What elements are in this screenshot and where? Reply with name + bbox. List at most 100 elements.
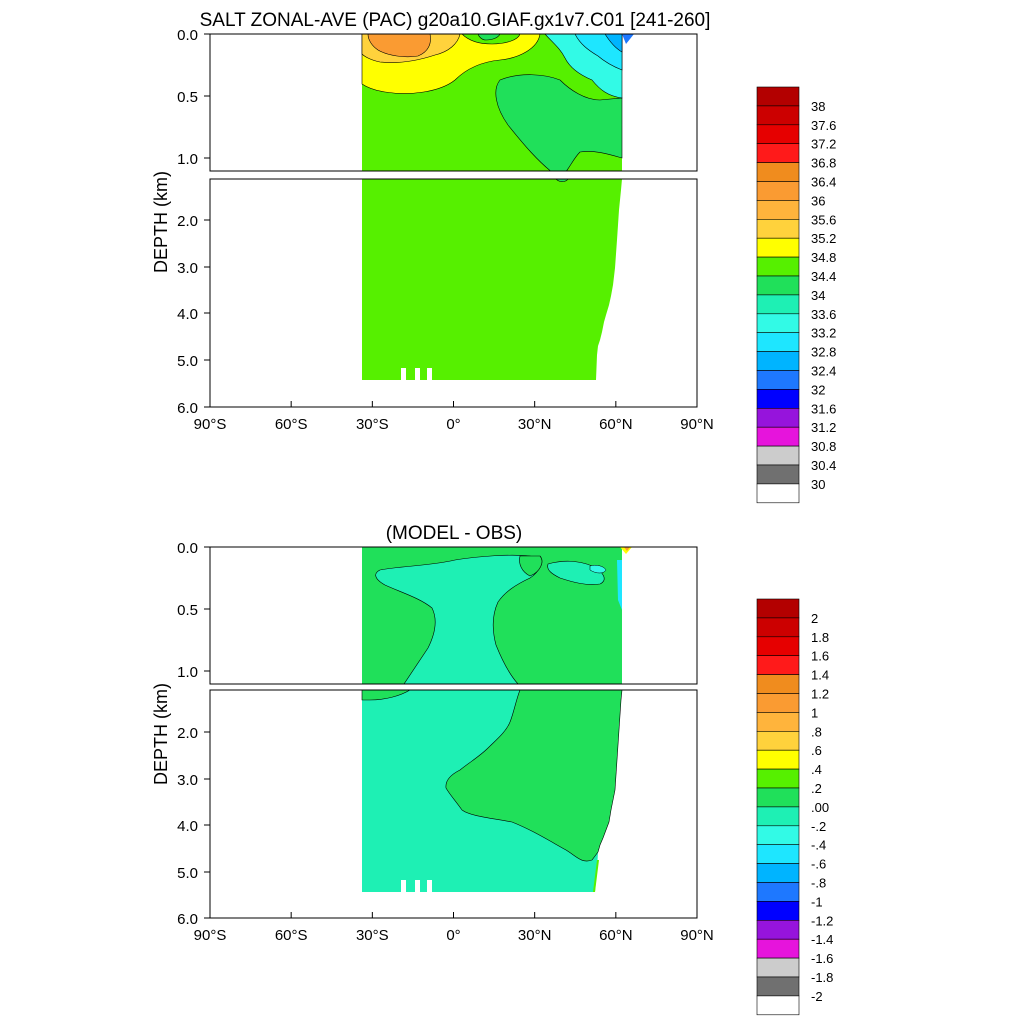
x-tick-label: 30°S (356, 927, 389, 944)
y-axis-upper: 0.0 0.5 1.0 (177, 540, 210, 681)
upper-panel-field (361, 34, 634, 171)
colorbar-swatch (756, 426, 800, 447)
colorbar-label: 2 (811, 611, 818, 626)
field-dark-green-body (445, 690, 623, 862)
upper-panel-frame (209, 546, 698, 685)
field-yellow-speck (620, 547, 632, 554)
y-tick-label: 1.0 (177, 664, 198, 681)
salinity-chart: SALT ZONAL-AVE (PAC) g20a10.GIAF.gx1v7.C… (151, 10, 836, 504)
colorbar-swatch (756, 389, 800, 409)
colorbar-swatch (756, 219, 800, 239)
x-tick-label: 30°N (518, 927, 552, 944)
colorbar-label: 35.2 (811, 231, 836, 246)
colorbar-label: 32 (811, 382, 825, 397)
colorbar-label: -1.4 (811, 932, 833, 947)
x-tick-label: 90°S (194, 416, 227, 433)
colorbar-label: 1 (811, 705, 818, 720)
colorbar-label: -2 (811, 989, 823, 1004)
colorbar-swatch (756, 787, 800, 808)
colorbar-swatch (756, 901, 800, 921)
colorbar-swatch (756, 407, 800, 428)
colorbar-swatch (756, 181, 800, 201)
x-tick-label: 0° (446, 927, 460, 944)
colorbar-label: 37.6 (811, 118, 836, 133)
colorbar-swatch (756, 919, 800, 940)
x-tick-label: 90°N (680, 927, 714, 944)
field-sky-edge (617, 560, 622, 610)
colorbar-label: 1.2 (811, 687, 829, 702)
field-blue-spot (622, 34, 634, 44)
colorbar-label: 1.6 (811, 649, 829, 664)
x-tick-label: 90°S (194, 927, 227, 944)
field-aqua (375, 554, 540, 684)
field-light-cyan (574, 34, 623, 71)
colorbar-swatch (756, 636, 800, 656)
colorbar-label: 31.2 (811, 420, 836, 435)
y-tick-label: 5.0 (177, 353, 198, 370)
x-tick-label: 30°N (518, 416, 552, 433)
colorbar-label: 34.4 (811, 269, 836, 284)
colorbar-label: -.4 (811, 838, 826, 853)
salinity-colorbar: 38 37.6 37.2 36.8 36.4 36 35.6 35.2 34.8 34.4 34 33… (756, 86, 836, 504)
colorbar-label: 34.8 (811, 250, 836, 265)
lower-panel-field (362, 179, 622, 380)
difference-chart: (MODEL - OBS) 0.0 0.5 1.0 (151, 523, 833, 1016)
x-tick-label: 60°N (599, 927, 633, 944)
colorbar-label: 37.2 (811, 137, 836, 152)
y-axis-upper: 0.0 0.5 1.0 (177, 27, 210, 168)
upper-panel-field (362, 547, 632, 684)
lower-panel-field (361, 690, 623, 892)
field-dark-green-blob (477, 34, 501, 41)
colorbar-swatch (756, 332, 800, 352)
colorbar-swatch (756, 844, 800, 864)
colorbar-swatch (756, 976, 800, 997)
y-tick-label: 2.0 (177, 213, 198, 230)
colorbar-swatch (756, 938, 800, 959)
colorbar-swatch (756, 86, 800, 107)
colorbar-label: 34 (811, 288, 825, 303)
colorbar-swatch (756, 863, 800, 883)
colorbar-swatch (756, 275, 800, 296)
colorbar-label: .4 (811, 762, 822, 777)
colorbar-label: 35.6 (811, 212, 836, 227)
colorbar-label: 33.2 (811, 326, 836, 341)
colorbar-label: 30 (811, 477, 825, 492)
field-sky (604, 34, 623, 53)
chart-title: (MODEL - OBS) (386, 523, 523, 544)
y-tick-label: 3.0 (177, 260, 198, 277)
y-axis-title: DEPTH (km) (151, 683, 171, 785)
colorbar-swatch (756, 200, 800, 220)
colorbar-label: 31.6 (811, 401, 836, 416)
colorbar-swatch (756, 464, 800, 485)
y-axis-title: DEPTH (km) (151, 171, 171, 273)
field-orange (367, 34, 431, 58)
colorbar-swatch (756, 957, 800, 978)
colorbar-label: -.6 (811, 857, 826, 872)
colorbar-swatch (756, 105, 800, 126)
colorbar-swatch (756, 712, 800, 732)
colorbar-swatch (756, 825, 800, 845)
y-axis-lower: 2.0 3.0 4.0 5.0 6.0 (177, 213, 210, 417)
y-tick-label: 3.0 (177, 772, 198, 789)
colorbar-label: 1.8 (811, 630, 829, 645)
colorbar-label: 30.4 (811, 458, 836, 473)
colorbar-swatch (756, 882, 800, 902)
colorbar-label: -1.2 (811, 913, 833, 928)
colorbar-swatch (756, 483, 800, 504)
x-tick-label: 90°N (680, 416, 714, 433)
x-axis: 90°S 60°S 30°S 0° 30°N 60°N 90°N (194, 912, 714, 944)
colorbar-label: 36.4 (811, 175, 836, 190)
colorbar-label: -1.6 (811, 951, 833, 966)
y-tick-label: 0.0 (177, 27, 198, 44)
colorbar-label: 38 (811, 99, 825, 114)
y-tick-label: 1.0 (177, 151, 198, 168)
colorbar-label: 36 (811, 193, 825, 208)
colorbar-label: .2 (811, 781, 822, 796)
colorbar-label: -.2 (811, 819, 826, 834)
colorbar-swatch (756, 351, 800, 371)
y-tick-label: 6.0 (177, 400, 198, 417)
y-tick-label: 0.5 (177, 89, 198, 106)
field-dark-green-patch (519, 555, 543, 577)
y-tick-label: 5.0 (177, 865, 198, 882)
